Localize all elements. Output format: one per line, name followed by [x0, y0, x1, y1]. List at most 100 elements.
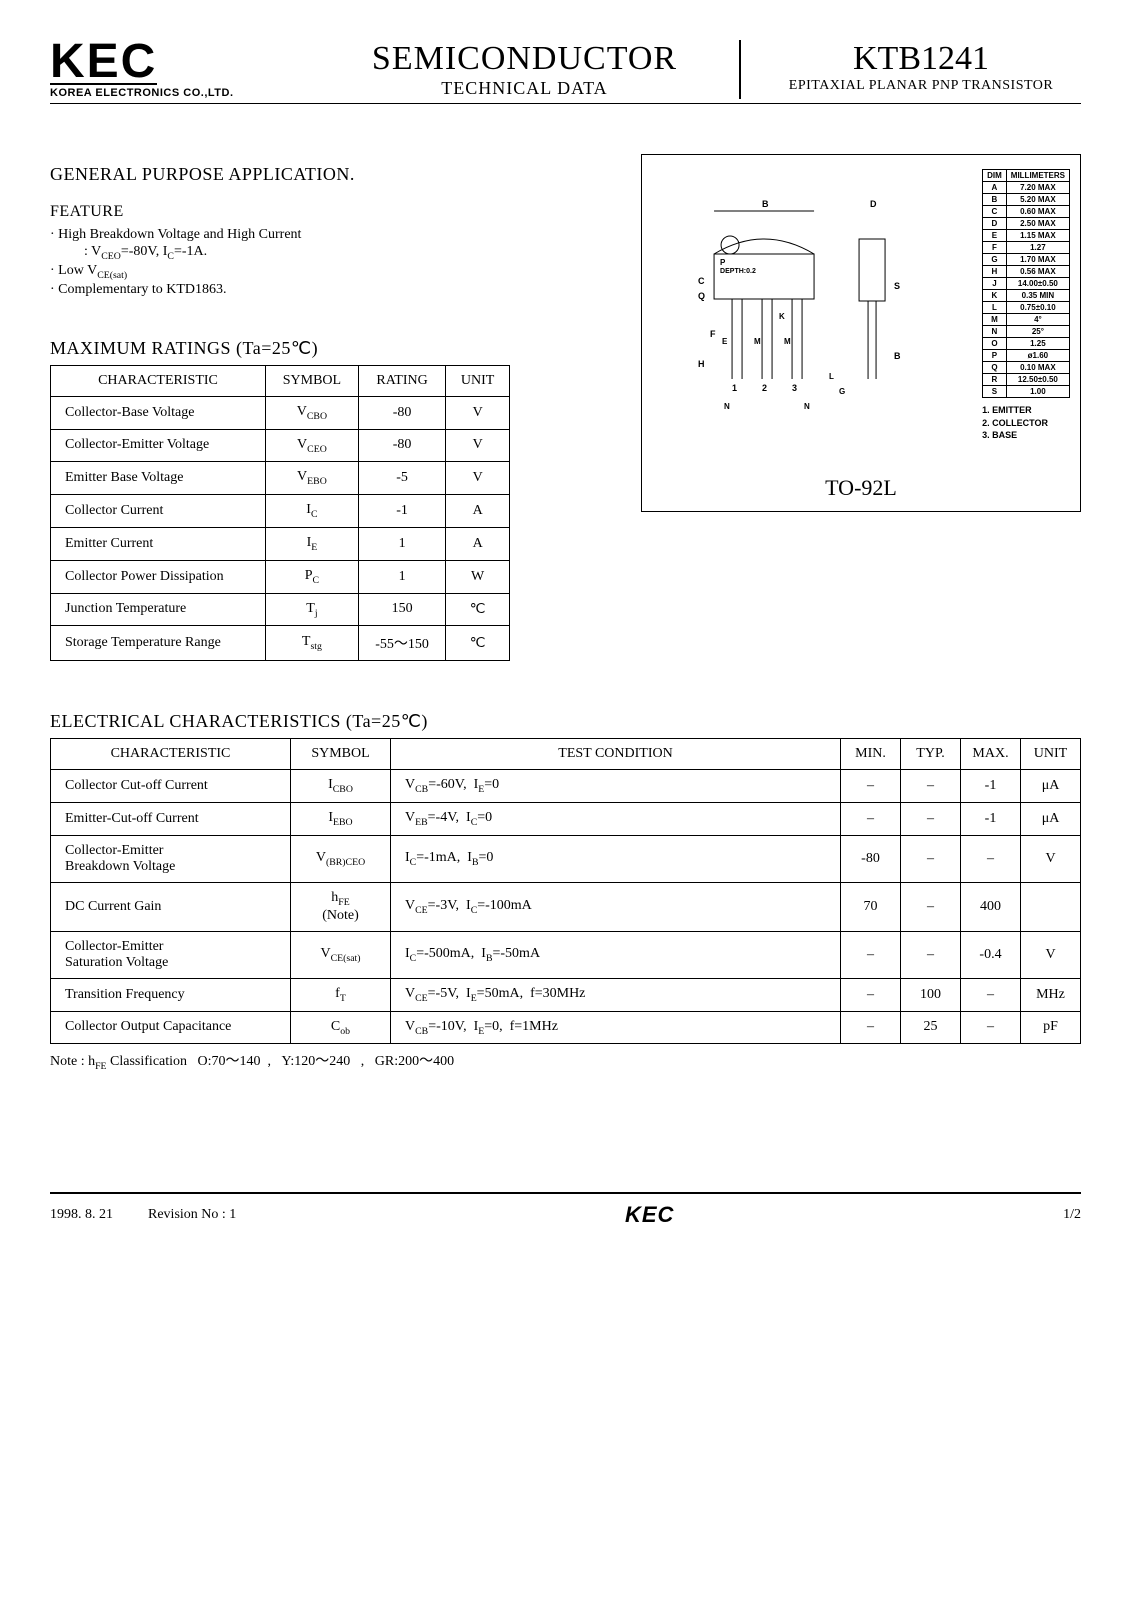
table-row: Collector-Emitter VoltageVCEO-80V — [51, 429, 510, 462]
pin-item: 1. EMITTER — [982, 404, 1070, 417]
cell: IEBO — [291, 803, 391, 836]
pin-legend: 1. EMITTER 2. COLLECTOR 3. BASE — [982, 404, 1070, 442]
cell: Emitter-Cut-off Current — [51, 803, 291, 836]
cell: 12.50±0.50 — [1006, 374, 1069, 386]
cell: hFE(Note) — [291, 882, 391, 931]
cell: ø1.60 — [1006, 350, 1069, 362]
cell — [1021, 882, 1081, 931]
table-row: C0.60 MAX — [983, 206, 1070, 218]
svg-text:L: L — [829, 372, 834, 381]
table-row: M4° — [983, 314, 1070, 326]
table-row: B5.20 MAX — [983, 194, 1070, 206]
logo-subtitle: KOREA ELECTRONICS CO.,LTD. — [50, 87, 330, 99]
cell: 25° — [1006, 326, 1069, 338]
cell: 1 — [358, 527, 445, 560]
cell: ℃ — [446, 626, 510, 661]
cell: 0.56 MAX — [1006, 266, 1069, 278]
cell: – — [961, 978, 1021, 1011]
footer-logo: KEC — [625, 1202, 674, 1228]
table-row: Q0.10 MAX — [983, 362, 1070, 374]
col-header: SYMBOL — [291, 739, 391, 770]
table-row: Collector-Base VoltageVCBO-80V — [51, 396, 510, 429]
cell: Collector-Emitter Voltage — [51, 429, 266, 462]
cell: μA — [1021, 803, 1081, 836]
cell: Collector-Base Voltage — [51, 396, 266, 429]
cell: VCE=-3V, IC=-100mA — [391, 882, 841, 931]
table-row: Collector-EmitterBreakdown Voltage V(BR)… — [51, 835, 1081, 882]
cell: 1 — [358, 560, 445, 593]
cell: – — [901, 835, 961, 882]
cell: MHz — [1021, 978, 1081, 1011]
table-row: Emitter-Cut-off Current IEBO VEB=-4V, IC… — [51, 803, 1081, 836]
table-row: S1.00 — [983, 386, 1070, 398]
table-row: G1.70 MAX — [983, 254, 1070, 266]
cell: – — [901, 803, 961, 836]
svg-text:F: F — [710, 329, 716, 339]
doc-subtitle: TECHNICAL DATA — [330, 78, 719, 99]
col-header: DIM — [983, 170, 1007, 182]
svg-text:Q: Q — [698, 291, 705, 301]
table-row: K0.35 MIN — [983, 290, 1070, 302]
svg-text:M: M — [784, 337, 791, 346]
logo-block: KEC KOREA ELECTRONICS CO.,LTD. — [50, 40, 330, 99]
pin-item: 2. COLLECTOR — [982, 417, 1070, 430]
cell: G — [983, 254, 1007, 266]
doc-title-block: SEMICONDUCTOR TECHNICAL DATA — [330, 40, 741, 99]
cell: 1.15 MAX — [1006, 230, 1069, 242]
svg-text:N: N — [724, 402, 730, 411]
cell: Collector Power Dissipation — [51, 560, 266, 593]
cell: -80 — [358, 429, 445, 462]
svg-text:B: B — [762, 199, 769, 209]
table-row: Pø1.60 — [983, 350, 1070, 362]
cell: – — [961, 835, 1021, 882]
svg-text:P: P — [720, 258, 726, 267]
body-row: GENERAL PURPOSE APPLICATION. FEATURE · H… — [50, 154, 1081, 661]
col-header: SYMBOL — [265, 365, 358, 396]
left-column: GENERAL PURPOSE APPLICATION. FEATURE · H… — [50, 154, 611, 661]
cell: μA — [1021, 770, 1081, 803]
cell: – — [841, 931, 901, 978]
cell: VEB=-4V, IC=0 — [391, 803, 841, 836]
svg-text:D: D — [870, 199, 877, 209]
svg-text:M: M — [754, 337, 761, 346]
svg-text:E: E — [722, 337, 728, 346]
svg-text:DEPTH:0.2: DEPTH:0.2 — [720, 268, 756, 275]
cell: E — [983, 230, 1007, 242]
cell: Emitter Base Voltage — [51, 462, 266, 495]
cell: 0.60 MAX — [1006, 206, 1069, 218]
col-header: TEST CONDITION — [391, 739, 841, 770]
cell: Junction Temperature — [51, 593, 266, 626]
cell: O — [983, 338, 1007, 350]
svg-text:3: 3 — [792, 383, 797, 393]
col-header: MIN. — [841, 739, 901, 770]
table-row: DC Current Gain hFE(Note) VCE=-3V, IC=-1… — [51, 882, 1081, 931]
cell: 25 — [901, 1011, 961, 1044]
cell: VCB=-10V, IE=0, f=1MHz — [391, 1011, 841, 1044]
col-header: UNIT — [1021, 739, 1081, 770]
package-svg: P DEPTH:0.2 1 2 3 — [652, 169, 976, 459]
table-row: E1.15 MAX — [983, 230, 1070, 242]
cell: ICBO — [291, 770, 391, 803]
table-row: Emitter CurrentIE1A — [51, 527, 510, 560]
cell: J — [983, 278, 1007, 290]
cell: A — [983, 182, 1007, 194]
cell: A — [446, 495, 510, 528]
application-heading: GENERAL PURPOSE APPLICATION. — [50, 164, 611, 185]
cell: P — [983, 350, 1007, 362]
svg-text:N: N — [804, 402, 810, 411]
table-row: L0.75±0.10 — [983, 302, 1070, 314]
cell: pF — [1021, 1011, 1081, 1044]
cell: D — [983, 218, 1007, 230]
cell: -80 — [841, 835, 901, 882]
table-row: D2.50 MAX — [983, 218, 1070, 230]
cell: Emitter Current — [51, 527, 266, 560]
cell: -80 — [358, 396, 445, 429]
package-name: TO-92L — [652, 475, 1070, 501]
table-row: Transition Frequency fT VCE=-5V, IE=50mA… — [51, 978, 1081, 1011]
table-row: Collector CurrentIC-1A — [51, 495, 510, 528]
cell: V — [446, 429, 510, 462]
feature-item: · Complementary to KTD1863. — [50, 282, 611, 298]
cell: Transition Frequency — [51, 978, 291, 1011]
feature-item: · Low VCE(sat) — [50, 263, 611, 281]
cell: VCBO — [265, 396, 358, 429]
